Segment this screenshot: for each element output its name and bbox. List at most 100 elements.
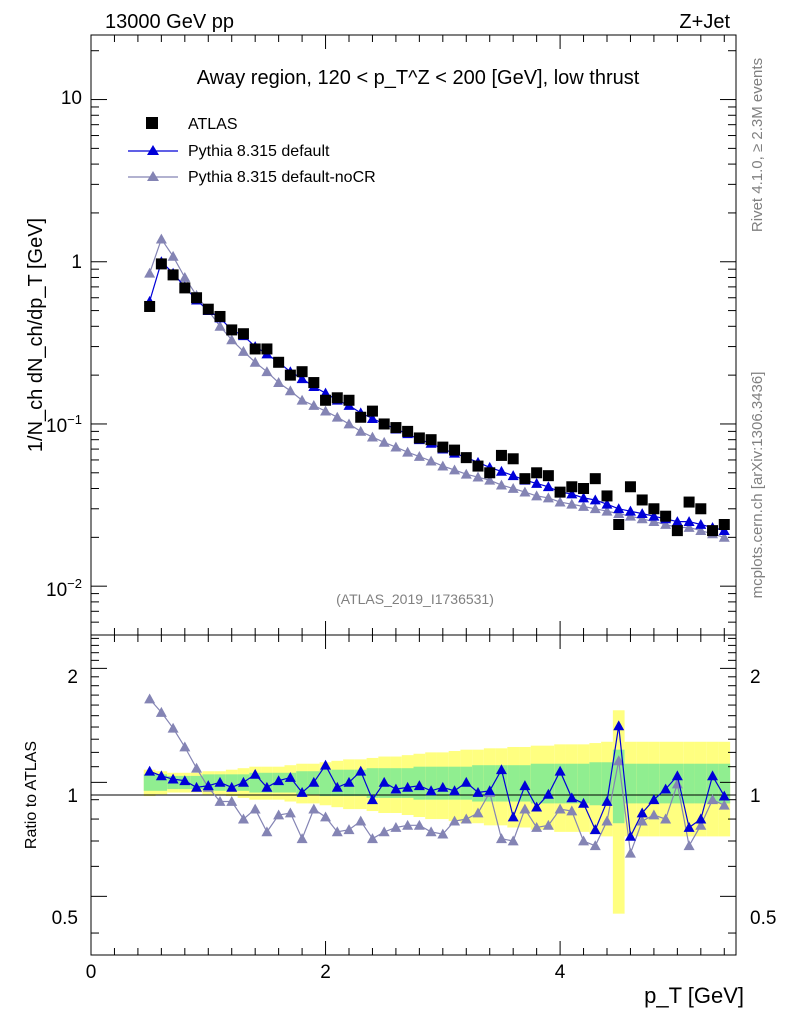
nocr-main-point-47 bbox=[695, 525, 707, 536]
x-tick-label-4: 4 bbox=[555, 962, 566, 983]
x-tick-label-2: 2 bbox=[320, 962, 331, 983]
default-main-point-43 bbox=[648, 510, 660, 521]
atlas-point-44 bbox=[660, 510, 672, 522]
nocr-ratio-point-19 bbox=[366, 833, 378, 844]
series-atlas-main bbox=[144, 258, 730, 537]
default-ratio-point-38 bbox=[589, 824, 601, 835]
nocr-ratio-point-17 bbox=[343, 824, 355, 835]
y-axis-label: 1/N_ch dN_ch/dp_T [GeV] bbox=[25, 218, 47, 452]
band-inner-0 bbox=[143, 774, 156, 791]
nocr-main-point-23 bbox=[413, 451, 425, 461]
band-inner-48 bbox=[706, 763, 719, 804]
nocr-ratio-point-30 bbox=[495, 833, 507, 844]
atlas-point-45 bbox=[671, 525, 683, 537]
nocr-main-point-24 bbox=[425, 455, 437, 466]
default-ratio-point-46 bbox=[683, 821, 695, 832]
nocr-ratio-point-10 bbox=[261, 826, 273, 837]
series-default-ratio bbox=[144, 720, 730, 841]
default-ratio-point-36 bbox=[566, 792, 578, 803]
nocr-main-point-34 bbox=[542, 492, 554, 503]
nocr-ratio-point-40 bbox=[613, 755, 625, 766]
atlas-point-7 bbox=[226, 324, 238, 336]
atlas-point-48 bbox=[707, 525, 719, 537]
atlas-point-12 bbox=[284, 369, 296, 381]
default-ratio-point-22 bbox=[402, 781, 414, 792]
default-ratio-point-44 bbox=[660, 783, 672, 794]
header-process: Z+Jet bbox=[679, 11, 730, 33]
atlas-point-25 bbox=[437, 441, 449, 453]
nocr-main-point-16 bbox=[331, 411, 343, 422]
atlas-point-9 bbox=[249, 343, 261, 355]
band-inner-43 bbox=[648, 763, 660, 804]
default-ratio-point-9 bbox=[249, 768, 261, 779]
nocr-main-point-31 bbox=[507, 483, 519, 493]
nocr-main-point-11 bbox=[273, 377, 285, 387]
band-inner-19 bbox=[366, 768, 379, 798]
y-tick-label-1: 1 bbox=[71, 252, 82, 273]
band-inner-12 bbox=[284, 772, 297, 793]
band-inner-37 bbox=[577, 763, 590, 804]
nocr-main-point-12 bbox=[284, 385, 296, 396]
band-inner-33 bbox=[530, 763, 543, 804]
nocr-ratio-point-38 bbox=[589, 840, 601, 851]
default-main-point-34 bbox=[542, 481, 554, 492]
default-ratio-point-18 bbox=[355, 765, 367, 776]
default-ratio-point-47 bbox=[695, 813, 707, 824]
default-ratio-point-45 bbox=[671, 770, 683, 781]
band-inner-49 bbox=[718, 763, 731, 804]
default-ratio-point-28 bbox=[472, 787, 484, 797]
legend-nocr-marker bbox=[147, 171, 159, 181]
default-ratio-point-23 bbox=[413, 780, 425, 791]
nocr-ratio-point-34 bbox=[542, 819, 554, 830]
nocr-ratio-point-33 bbox=[531, 821, 543, 832]
nocr-ratio-point-49 bbox=[718, 799, 730, 810]
default-ratio-point-42 bbox=[636, 807, 648, 818]
atlas-point-11 bbox=[273, 356, 285, 368]
band-inner-44 bbox=[659, 763, 672, 804]
band-inner-9 bbox=[249, 772, 262, 793]
atlas-point-31 bbox=[507, 453, 519, 465]
default-ratio-point-2 bbox=[167, 773, 179, 784]
atlas-point-20 bbox=[378, 418, 390, 430]
nocr-main-point-1 bbox=[155, 233, 167, 244]
nocr-ratio-point-20 bbox=[378, 826, 390, 837]
default-ratio-point-37 bbox=[578, 797, 590, 808]
nocr-main-point-27 bbox=[460, 468, 472, 479]
default-main-point-46 bbox=[683, 516, 695, 527]
band-inner-29 bbox=[483, 765, 496, 802]
nocr-main-point-9 bbox=[249, 356, 261, 367]
default-ratio-point-49 bbox=[718, 790, 730, 801]
default-main-point-19 bbox=[366, 413, 378, 423]
band-inner-13 bbox=[296, 771, 308, 795]
atlas-point-22 bbox=[402, 425, 414, 437]
x-tick-labels: 0 2 4 bbox=[86, 962, 566, 983]
default-ratio-point-13 bbox=[296, 787, 308, 797]
rivet-label: Rivet 4.1.0, ≥ 2.3M events bbox=[749, 58, 766, 232]
nocr-ratio-point-0 bbox=[144, 693, 156, 704]
atlas-point-33 bbox=[531, 467, 543, 479]
nocr-ratio-point-25 bbox=[437, 828, 449, 839]
atlas-point-8 bbox=[237, 328, 249, 340]
atlas-point-26 bbox=[449, 444, 461, 456]
atlas-point-14 bbox=[308, 377, 320, 389]
atlas-point-27 bbox=[460, 452, 472, 464]
atlas-point-32 bbox=[519, 473, 531, 485]
default-ratio-point-48 bbox=[707, 770, 719, 781]
nocr-ratio-point-27 bbox=[460, 813, 472, 824]
nocr-main-point-19 bbox=[366, 431, 378, 442]
band-inner-28 bbox=[472, 765, 484, 802]
default-main-point-47 bbox=[695, 518, 707, 529]
nocr-ratio-point-36 bbox=[566, 805, 578, 816]
nocr-ratio-point-16 bbox=[331, 826, 343, 837]
default-ratio-point-27 bbox=[460, 776, 472, 787]
default-ratio-point-11 bbox=[273, 775, 285, 786]
nocr-main-point-7 bbox=[226, 334, 238, 345]
x-tick-label-0: 0 bbox=[86, 962, 97, 983]
band-inner-47 bbox=[694, 763, 707, 804]
default-ratio-point-1 bbox=[155, 770, 167, 781]
default-ratio-point-32 bbox=[519, 780, 531, 791]
nocr-ratio-point-28 bbox=[472, 807, 484, 818]
default-ratio-point-29 bbox=[484, 785, 496, 796]
nocr-main-point-2 bbox=[167, 250, 179, 261]
nocr-main-point-13 bbox=[296, 394, 308, 405]
